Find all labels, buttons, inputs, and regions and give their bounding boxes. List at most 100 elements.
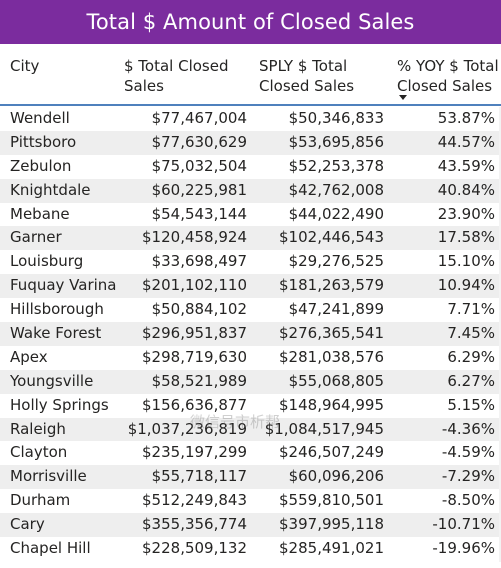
city-cell: Mebane xyxy=(10,204,70,223)
city-cell: Raleigh xyxy=(10,419,66,438)
sply-cell: $50,346,833 xyxy=(288,109,384,127)
sply-cell: $60,096,206 xyxy=(288,467,384,486)
table-row[interactable]: Wendell $77,467,004 $50,346,833 53.87% xyxy=(0,107,501,131)
sply-cell: $52,253,378 xyxy=(288,156,384,175)
total-cell: $55,718,117 xyxy=(151,467,247,486)
table-row[interactable]: Morrisville $55,718,117 $60,096,206 -7.29% xyxy=(0,465,501,490)
city-cell: Chapel Hill xyxy=(10,539,91,558)
total-cell: $296,951,837 xyxy=(142,324,247,343)
yoy-cell: 5.15% xyxy=(447,395,495,414)
column-header-total-closed-sales[interactable]: $ Total Closed Sales xyxy=(124,57,229,95)
total-cell: $120,458,924 xyxy=(142,228,247,247)
total-cell: $58,521,989 xyxy=(151,371,247,390)
total-cell: $75,032,504 xyxy=(151,156,247,175)
total-cell: $512,249,843 xyxy=(142,491,247,510)
yoy-cell: -8.50% xyxy=(441,491,495,510)
total-cell: $77,630,629 xyxy=(151,132,247,151)
sply-cell: $148,964,995 xyxy=(279,395,384,414)
total-cell: $156,636,877 xyxy=(142,395,247,414)
yoy-cell: -7.29% xyxy=(441,467,495,486)
city-cell: Apex xyxy=(10,347,48,366)
yoy-cell: 6.29% xyxy=(447,347,495,366)
sply-cell: $55,068,805 xyxy=(288,371,384,390)
city-cell: Garner xyxy=(10,228,62,247)
total-cell: $1,037,236,819 xyxy=(127,419,247,438)
yoy-cell: 53.87% xyxy=(437,109,495,127)
city-cell: Morrisville xyxy=(10,467,87,486)
table-row[interactable]: Holly Springs $156,636,877 $148,964,995 5.1… xyxy=(0,394,501,418)
table-row[interactable]: Knightdale $60,225,981 $42,762,008 40.84% xyxy=(0,178,501,203)
city-cell: Clayton xyxy=(10,443,68,462)
sply-cell: $285,491,021 xyxy=(279,539,384,558)
city-cell: Holly Springs xyxy=(10,395,109,414)
total-cell: $33,698,497 xyxy=(151,252,247,271)
city-cell: Knightdale xyxy=(10,180,91,199)
table-row[interactable]: Raleigh $1,037,236,819 $1,084,517,945 -4.36… xyxy=(0,417,501,442)
sply-cell: $281,038,576 xyxy=(279,347,384,366)
table-header: City $ Total Closed Sales SPLY $ Total C… xyxy=(0,44,501,106)
sply-cell: $559,810,501 xyxy=(279,491,384,510)
sply-cell: $1,084,517,945 xyxy=(264,419,384,438)
scrollbar-track[interactable] xyxy=(499,107,501,562)
city-cell: Louisburg xyxy=(10,252,84,271)
table-row[interactable]: Cary $355,356,774 $397,995,118 -10.71% xyxy=(0,513,501,538)
yoy-cell: 17.58% xyxy=(437,228,495,247)
city-cell: Zebulon xyxy=(10,156,72,175)
yoy-cell: -4.36% xyxy=(441,419,495,438)
table-body: Wendell $77,467,004 $50,346,833 53.87% Pitts… xyxy=(0,107,501,561)
table-row[interactable]: Pittsboro $77,630,629 $53,695,856 44.57% xyxy=(0,130,501,155)
sply-cell: $47,241,899 xyxy=(288,300,384,319)
sply-cell: $276,365,541 xyxy=(279,324,384,343)
yoy-cell: 44.57% xyxy=(437,132,495,151)
sply-cell: $397,995,118 xyxy=(279,515,384,534)
city-cell: Wendell xyxy=(10,109,70,127)
city-cell: Fuquay Varina xyxy=(10,276,117,295)
sply-cell: $246,507,249 xyxy=(279,443,384,462)
table-row[interactable]: Clayton $235,197,299 $246,507,249 -4.59% xyxy=(0,441,501,465)
table-row[interactable]: Durham $512,249,843 $559,810,501 -8.50% xyxy=(0,489,501,513)
total-cell: $54,543,144 xyxy=(151,204,247,223)
table-row[interactable]: Youngsville $58,521,989 $55,068,805 6.27% xyxy=(0,369,501,394)
total-cell: $201,102,110 xyxy=(142,276,247,295)
sply-cell: $42,762,008 xyxy=(288,180,384,199)
table-row[interactable]: Fuquay Varina $201,102,110 $181,263,579 10.… xyxy=(0,274,501,299)
total-cell: $60,225,981 xyxy=(151,180,247,199)
yoy-cell: 7.71% xyxy=(447,300,495,319)
yoy-cell: 23.90% xyxy=(437,204,495,223)
yoy-cell: 43.59% xyxy=(437,156,495,175)
table-row[interactable]: Louisburg $33,698,497 $29,276,525 15.10% xyxy=(0,250,501,274)
table-row[interactable]: Garner $120,458,924 $102,446,543 17.58% xyxy=(0,226,501,251)
sort-down-icon[interactable] xyxy=(399,95,407,100)
city-cell: Cary xyxy=(10,515,45,534)
column-header-sply-total-closed-sales[interactable]: SPLY $ Total Closed Sales xyxy=(259,57,355,95)
sply-cell: $44,022,490 xyxy=(288,204,384,223)
city-cell: Wake Forest xyxy=(10,324,102,343)
city-cell: Hillsborough xyxy=(10,300,104,319)
city-cell: Youngsville xyxy=(10,371,94,390)
total-cell: $298,719,630 xyxy=(142,347,247,366)
column-header-yoy-total-closed-sales[interactable]: % YOY $ Total Closed Sales xyxy=(397,57,499,95)
total-cell: $77,467,004 xyxy=(151,109,247,127)
report-title: Total $ Amount of Closed Sales xyxy=(0,0,501,44)
sply-cell: $29,276,525 xyxy=(288,252,384,271)
total-cell: $228,509,132 xyxy=(142,539,247,558)
yoy-cell: 40.84% xyxy=(437,180,495,199)
column-header-city[interactable]: City xyxy=(10,57,40,75)
sply-cell: $181,263,579 xyxy=(279,276,384,295)
table-row[interactable]: Apex $298,719,630 $281,038,576 6.29% xyxy=(0,346,501,370)
yoy-cell: 6.27% xyxy=(447,371,495,390)
total-cell: $50,884,102 xyxy=(151,300,247,319)
yoy-cell: 15.10% xyxy=(437,252,495,271)
yoy-cell: -4.59% xyxy=(441,443,495,462)
table-row[interactable]: Chapel Hill $228,509,132 $285,491,021 -19.9… xyxy=(0,537,501,561)
table-row[interactable]: Mebane $54,543,144 $44,022,490 23.90% xyxy=(0,203,501,227)
yoy-cell: -19.96% xyxy=(432,539,495,558)
total-cell: $235,197,299 xyxy=(142,443,247,462)
table-row[interactable]: Zebulon $75,032,504 $52,253,378 43.59% xyxy=(0,155,501,179)
sply-cell: $53,695,856 xyxy=(288,132,384,151)
table-row[interactable]: Hillsborough $50,884,102 $47,241,899 7.71% xyxy=(0,298,501,322)
table-row[interactable]: Wake Forest $296,951,837 $276,365,541 7.45% xyxy=(0,322,501,346)
total-cell: $355,356,774 xyxy=(142,515,247,534)
yoy-cell: 7.45% xyxy=(447,324,495,343)
city-cell: Pittsboro xyxy=(10,132,77,151)
